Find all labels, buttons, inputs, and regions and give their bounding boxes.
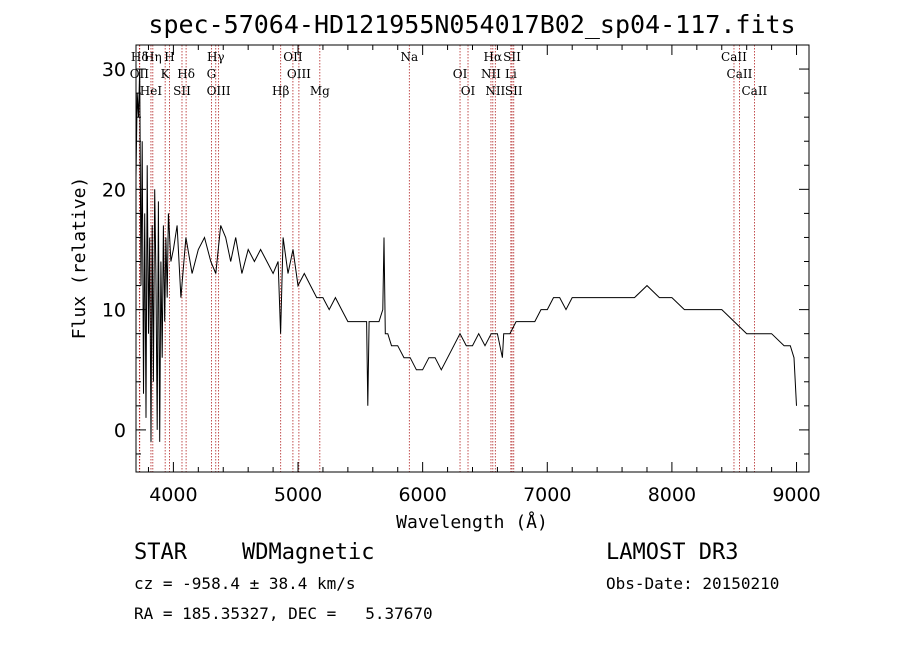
- y-axis-label: Flux (relative): [69, 177, 90, 340]
- x-tick-label: 8000: [648, 484, 696, 506]
- line-label: G: [207, 67, 217, 81]
- object-class: STAR: [134, 540, 188, 565]
- line-label: SII: [505, 84, 523, 98]
- spectrum-line: [135, 69, 797, 442]
- line-label: CaII: [727, 67, 753, 81]
- line-label: Hδ: [177, 67, 195, 81]
- x-axis-label: Wavelength (Å): [396, 511, 548, 533]
- redshift-text: cz = -958.4 ± 38.4 km/s: [134, 574, 356, 593]
- line-label: SII: [173, 84, 191, 98]
- obs-date: Obs-Date: 20150210: [606, 574, 779, 593]
- line-label: Hη: [144, 50, 162, 64]
- x-tick-label: 9000: [772, 484, 820, 506]
- line-label: OI: [461, 84, 476, 98]
- axis-ticks: 4000 5000 6000 7000 8000 9000 0 10 20 30: [102, 44, 821, 506]
- line-label: NII: [481, 67, 501, 81]
- line-label: Hγ: [207, 50, 225, 64]
- line-label: K: [161, 67, 171, 81]
- line-label: OIII: [207, 84, 231, 98]
- x-tick-label: 5000: [274, 484, 322, 506]
- object-subclass: WDMagnetic: [242, 540, 374, 565]
- line-label: Hβ: [272, 84, 289, 98]
- line-label: OI: [453, 67, 468, 81]
- line-label: Na: [400, 50, 418, 64]
- line-label: CaII: [741, 84, 767, 98]
- line-label: H: [164, 50, 174, 64]
- y-tick-label: 0: [114, 420, 126, 442]
- spectrum-series: [135, 69, 797, 442]
- y-tick-label: 20: [102, 179, 126, 201]
- ra-dec: RA = 185.35327, DEC = 5.37670: [134, 604, 433, 623]
- x-tick-label: 7000: [523, 484, 571, 506]
- line-label: OIII: [287, 67, 311, 81]
- chart-title: spec-57064-HD121955N054017B02_sp04-117.f…: [148, 10, 795, 39]
- line-label: Hδ: [131, 50, 149, 64]
- line-label: Li: [505, 67, 517, 81]
- x-tick-label: 6000: [398, 484, 446, 506]
- line-label: Hα: [484, 50, 503, 64]
- line-label: SII: [503, 50, 521, 64]
- line-label: OII: [283, 50, 303, 64]
- line-label: Mg: [310, 84, 330, 98]
- plot-frame: [135, 44, 810, 473]
- survey-name: LAMOST DR3: [606, 540, 738, 565]
- line-label: CaII: [721, 50, 747, 64]
- y-tick-label: 30: [102, 59, 126, 81]
- x-tick-label: 4000: [149, 484, 197, 506]
- line-label: HeI: [140, 84, 163, 98]
- y-tick-label: 10: [102, 300, 126, 322]
- spectral-line-labels: HδOIIHeIHηKSIIHHδOIIIHγGHβOIIOIIIMgNaOIO…: [130, 50, 768, 98]
- line-label: NII: [485, 84, 505, 98]
